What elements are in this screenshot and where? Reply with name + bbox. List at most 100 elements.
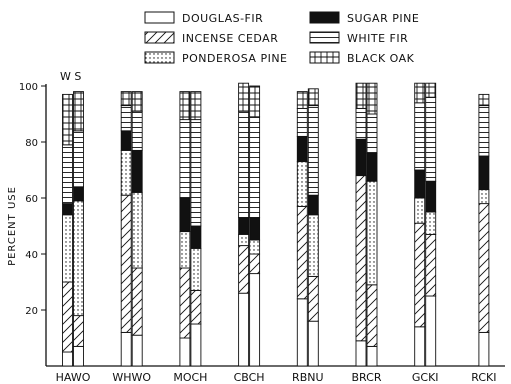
category-label-rbnu: RBNU: [292, 371, 323, 384]
segment-hawo-w-sugar-pine: [62, 203, 73, 216]
bar-gcki-s: [425, 82, 437, 367]
segment-brcr-w-black-oak: [355, 82, 367, 109]
category-label-whwo: WHWO: [112, 371, 151, 384]
segment-gcki-s-sugar-pine: [425, 180, 437, 213]
segment-hawo-w-black-oak: [62, 93, 73, 146]
segment-cbch-s-sugar-pine: [249, 217, 261, 241]
segment-brcr-w-incense-cedar: [355, 175, 367, 342]
segment-brcr-s-douglas-fir: [366, 345, 378, 367]
segment-whwo-w-douglas-fir: [120, 331, 132, 367]
bar-gcki-w: [414, 82, 426, 367]
segment-cbch-s-incense-cedar: [249, 253, 261, 275]
segment-rbnu-w-black-oak: [296, 91, 308, 109]
legend: DOUGLAS-FIR INCENSE CEDAR PONDEROSA PINE SU…: [144, 11, 419, 65]
legend-item-sugar-pine: SUGAR PINE: [309, 11, 419, 25]
segment-brcr-s-incense-cedar: [366, 284, 378, 347]
segment-gcki-s-ponderosa-pine: [425, 211, 437, 235]
legend-label-white-fir: WHITE FIR: [347, 32, 408, 45]
segment-hawo-w-ponderosa-pine: [62, 214, 73, 283]
segment-brcr-s-white-fir: [366, 113, 378, 154]
segment-rbnu-w-ponderosa-pine: [296, 161, 308, 207]
segment-whwo-w-sugar-pine: [120, 130, 132, 151]
legend-swatch-white-fir: [309, 31, 340, 44]
legend-item-ponderosa-pine: PONDEROSA PINE: [144, 51, 287, 65]
category-labels: HAWO WHWO MOCH CBCH RBNU BRCR GCKI RCKI: [56, 371, 497, 384]
segment-whwo-s-incense-cedar: [131, 267, 143, 336]
category-label-rcki: RCKI: [471, 371, 496, 384]
segment-whwo-w-incense-cedar: [120, 194, 132, 333]
segment-gcki-w-incense-cedar: [414, 222, 426, 328]
legend-label-sugar-pine: SUGAR PINE: [347, 12, 419, 25]
segment-hawo-s-white-fir: [73, 130, 84, 188]
y-tick-label-40: 40: [25, 250, 38, 261]
legend-swatch-douglas-fir: [144, 11, 175, 24]
segment-brcr-s-ponderosa-pine: [366, 180, 378, 286]
segment-whwo-s-sugar-pine: [131, 149, 143, 193]
segment-cbch-s-white-fir: [249, 116, 261, 219]
segment-whwo-w-white-fir: [120, 105, 132, 132]
segment-hawo-s-ponderosa-pine: [73, 200, 84, 317]
segment-whwo-w-ponderosa-pine: [120, 149, 132, 196]
segment-cbch-w-ponderosa-pine: [238, 233, 250, 247]
legend-item-incense-cedar: INCENSE CEDAR: [144, 31, 278, 45]
segment-gcki-s-douglas-fir: [425, 295, 437, 367]
segment-hawo-s-incense-cedar: [73, 315, 84, 347]
segment-brcr-w-sugar-pine: [355, 138, 367, 177]
segment-rcki-single-incense-cedar: [478, 203, 490, 333]
segment-gcki-w-black-oak: [414, 82, 426, 104]
segment-gcki-w-white-fir: [414, 102, 426, 171]
segment-hawo-s-douglas-fir: [73, 345, 84, 367]
segment-rcki-single-black-oak: [478, 93, 490, 107]
legend-item-white-fir: WHITE FIR: [309, 31, 408, 45]
bar-brcr-s: [366, 82, 378, 367]
bar-moch-s: [190, 91, 202, 367]
segment-brcr-w-douglas-fir: [355, 340, 367, 367]
y-ticks: 20 40 60 80 100: [19, 82, 46, 317]
segment-moch-w-sugar-pine: [179, 197, 191, 233]
bar-cbch-w: [238, 82, 250, 367]
segment-moch-w-ponderosa-pine: [179, 231, 191, 269]
segment-cbch-s-ponderosa-pine: [249, 239, 261, 255]
y-tick-label-20: 20: [25, 306, 38, 317]
segment-moch-w-incense-cedar: [179, 267, 191, 339]
segment-rbnu-s-incense-cedar: [307, 275, 319, 322]
segment-moch-s-ponderosa-pine: [190, 247, 202, 291]
segment-brcr-w-white-fir: [355, 107, 367, 140]
segment-gcki-w-douglas-fir: [414, 326, 426, 367]
legend-label-incense-cedar: INCENSE CEDAR: [182, 32, 278, 45]
segment-moch-w-black-oak: [179, 91, 191, 121]
segment-rbnu-s-black-oak: [307, 88, 319, 107]
segment-moch-s-incense-cedar: [190, 289, 202, 325]
y-tick-label-100: 100: [19, 82, 38, 93]
y-tick-label-60: 60: [25, 194, 38, 205]
segment-rbnu-w-douglas-fir: [296, 298, 308, 367]
segment-moch-s-sugar-pine: [190, 225, 202, 249]
bar-hawo-w: [62, 93, 73, 367]
legend-swatch-ponderosa-pine: [144, 51, 175, 64]
segment-cbch-s-black-oak: [249, 85, 261, 118]
segment-hawo-s-sugar-pine: [73, 186, 84, 202]
segment-cbch-w-douglas-fir: [238, 292, 250, 367]
bar-whwo-s: [131, 91, 143, 367]
category-label-gcki: GCKI: [412, 371, 439, 384]
segment-brcr-s-sugar-pine: [366, 152, 378, 182]
category-label-moch: MOCH: [173, 371, 207, 384]
legend-label-black-oak: BLACK OAK: [347, 52, 415, 65]
category-label-brcr: BRCR: [352, 371, 382, 384]
bar-rbnu-s: [307, 88, 319, 367]
segment-rcki-single-ponderosa-pine: [478, 189, 490, 205]
segment-cbch-w-black-oak: [238, 82, 250, 112]
segment-rbnu-s-ponderosa-pine: [307, 214, 319, 277]
segment-whwo-s-douglas-fir: [131, 334, 143, 367]
bars: [62, 82, 490, 367]
segment-rcki-single-sugar-pine: [478, 155, 490, 191]
segment-whwo-s-black-oak: [131, 91, 143, 112]
segment-rbnu-s-sugar-pine: [307, 194, 319, 216]
segment-brcr-s-black-oak: [366, 82, 378, 115]
segment-whwo-w-black-oak: [120, 91, 132, 107]
segment-rcki-single-white-fir: [478, 105, 490, 157]
bar-moch-w: [179, 91, 191, 367]
legend-swatch-sugar-pine: [309, 11, 340, 24]
segment-rbnu-s-white-fir: [307, 105, 319, 196]
